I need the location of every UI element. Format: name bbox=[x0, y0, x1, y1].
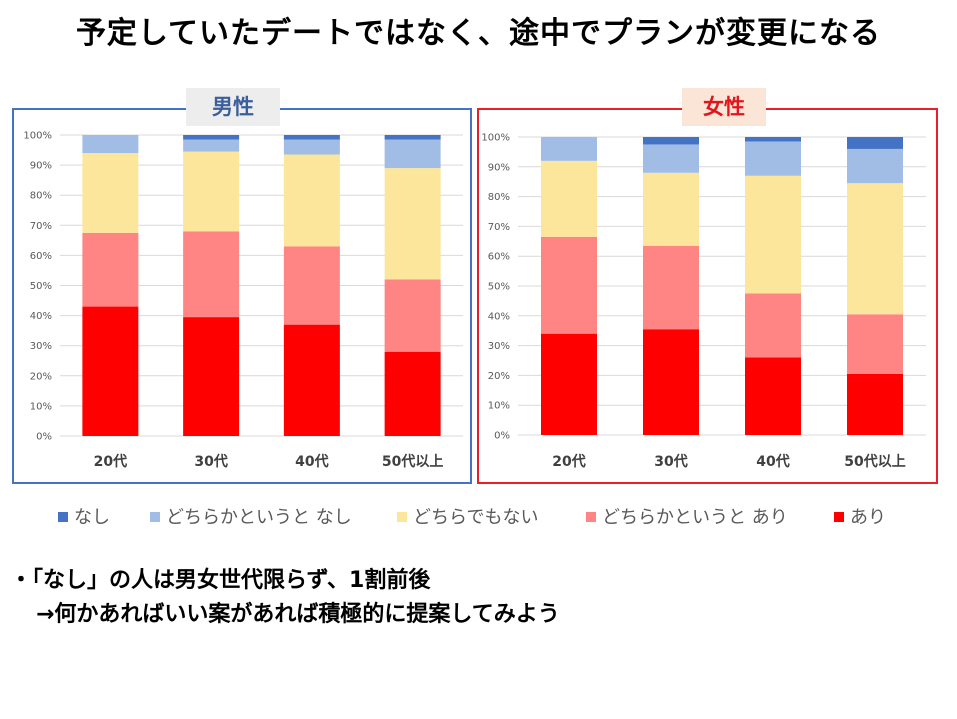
y-tick-label: 80% bbox=[30, 191, 52, 202]
legend-swatch bbox=[58, 512, 68, 522]
legend-item-nashi: なし bbox=[58, 503, 110, 529]
bar-segment bbox=[283, 324, 340, 436]
y-tick-label: 100% bbox=[481, 133, 510, 144]
y-tick-label: 50% bbox=[30, 281, 52, 292]
legend-swatch bbox=[834, 512, 844, 522]
y-tick-label: 30% bbox=[488, 341, 510, 352]
bar-segment bbox=[643, 144, 699, 173]
y-tick-label: 90% bbox=[30, 161, 52, 172]
x-category-label: 20代 bbox=[94, 453, 127, 470]
y-tick-label: 80% bbox=[488, 192, 510, 203]
y-tick-label: 0% bbox=[494, 431, 510, 442]
bar-segment bbox=[183, 135, 240, 140]
bar-segment bbox=[283, 154, 340, 247]
male-panel-label: 男性 bbox=[186, 88, 280, 126]
y-tick-label: 50% bbox=[488, 282, 510, 293]
legend-label: なし bbox=[74, 507, 110, 528]
bar-segment bbox=[183, 231, 240, 318]
page-title: 予定していたデートではなく、途中でプランが変更になる bbox=[75, 16, 882, 51]
bar-segment bbox=[541, 160, 597, 237]
y-tick-label: 70% bbox=[30, 221, 52, 232]
bar-segment bbox=[541, 236, 597, 334]
bar-segment bbox=[745, 141, 801, 176]
bar-segment bbox=[541, 333, 597, 435]
legend-label: どちらかというと あり bbox=[602, 507, 788, 528]
x-category-label: 50代以上 bbox=[844, 453, 905, 470]
bar-segment bbox=[847, 148, 903, 184]
y-tick-label: 60% bbox=[488, 252, 510, 263]
y-tick-label: 20% bbox=[30, 371, 52, 382]
y-tick-label: 100% bbox=[23, 131, 52, 142]
bar-segment bbox=[541, 137, 597, 161]
bar-segment bbox=[745, 137, 801, 142]
bar-segment bbox=[82, 232, 139, 307]
bar-segment bbox=[643, 245, 699, 330]
note-line-2: →何かあればいい案があれば積極的に提案してみよう bbox=[36, 602, 560, 627]
y-tick-label: 10% bbox=[30, 401, 52, 412]
bar-segment bbox=[283, 139, 340, 155]
y-tick-label: 30% bbox=[30, 341, 52, 352]
legend-swatch bbox=[150, 512, 160, 522]
bar-segment bbox=[82, 306, 139, 436]
y-tick-label: 40% bbox=[30, 311, 52, 322]
legend-item-ari: あり bbox=[834, 503, 886, 529]
y-tick-label: 20% bbox=[488, 371, 510, 382]
bar-segment bbox=[745, 357, 801, 435]
bar-segment bbox=[384, 168, 441, 280]
x-category-label: 20代 bbox=[552, 453, 585, 470]
x-category-label: 40代 bbox=[756, 453, 789, 470]
bar-segment bbox=[384, 351, 441, 436]
y-tick-label: 60% bbox=[30, 251, 52, 262]
note-line-1: ・「なし」の人は男女世代限らず、1割前後 bbox=[10, 568, 431, 593]
bar-segment bbox=[643, 329, 699, 435]
y-tick-label: 70% bbox=[488, 222, 510, 233]
bar-segment bbox=[745, 293, 801, 358]
x-category-label: 30代 bbox=[654, 453, 687, 470]
bar-segment bbox=[384, 139, 441, 169]
bar-segment bbox=[384, 135, 441, 140]
female-panel-label: 女性 bbox=[682, 88, 766, 126]
bar-segment bbox=[847, 314, 903, 374]
bar-segment bbox=[847, 183, 903, 315]
legend-swatch bbox=[586, 512, 596, 522]
legend-item-dochiraka-nashi: どちらかというと なし bbox=[150, 503, 352, 529]
bar-segment bbox=[183, 151, 240, 232]
legend-item-dochiraka-ari: どちらかというと あり bbox=[586, 503, 788, 529]
x-category-label: 40代 bbox=[295, 453, 328, 470]
bar-segment bbox=[82, 135, 139, 154]
bar-segment bbox=[82, 153, 139, 233]
chart-legend: なし どちらかというと なし どちらでもない どちらかというと あり あり bbox=[58, 503, 938, 531]
y-tick-label: 40% bbox=[488, 311, 510, 322]
bar-segment bbox=[643, 172, 699, 246]
legend-label: あり bbox=[850, 507, 886, 528]
bar-segment bbox=[183, 317, 240, 436]
y-tick-label: 10% bbox=[488, 401, 510, 412]
bar-segment bbox=[847, 373, 903, 435]
bar-segment bbox=[283, 246, 340, 325]
legend-swatch bbox=[397, 512, 407, 522]
x-category-label: 50代以上 bbox=[382, 453, 443, 470]
legend-label: どちらかというと なし bbox=[166, 507, 352, 528]
bar-segment bbox=[847, 137, 903, 149]
bar-segment bbox=[183, 139, 240, 152]
bar-segment bbox=[384, 279, 441, 352]
legend-label: どちらでもない bbox=[413, 507, 539, 528]
bar-segment bbox=[283, 135, 340, 140]
bar-segment bbox=[745, 175, 801, 294]
legend-item-dochirademonai: どちらでもない bbox=[397, 503, 538, 529]
bar-segment bbox=[643, 137, 699, 145]
y-tick-label: 0% bbox=[36, 432, 52, 443]
x-category-label: 30代 bbox=[194, 453, 227, 470]
y-tick-label: 90% bbox=[488, 162, 510, 173]
